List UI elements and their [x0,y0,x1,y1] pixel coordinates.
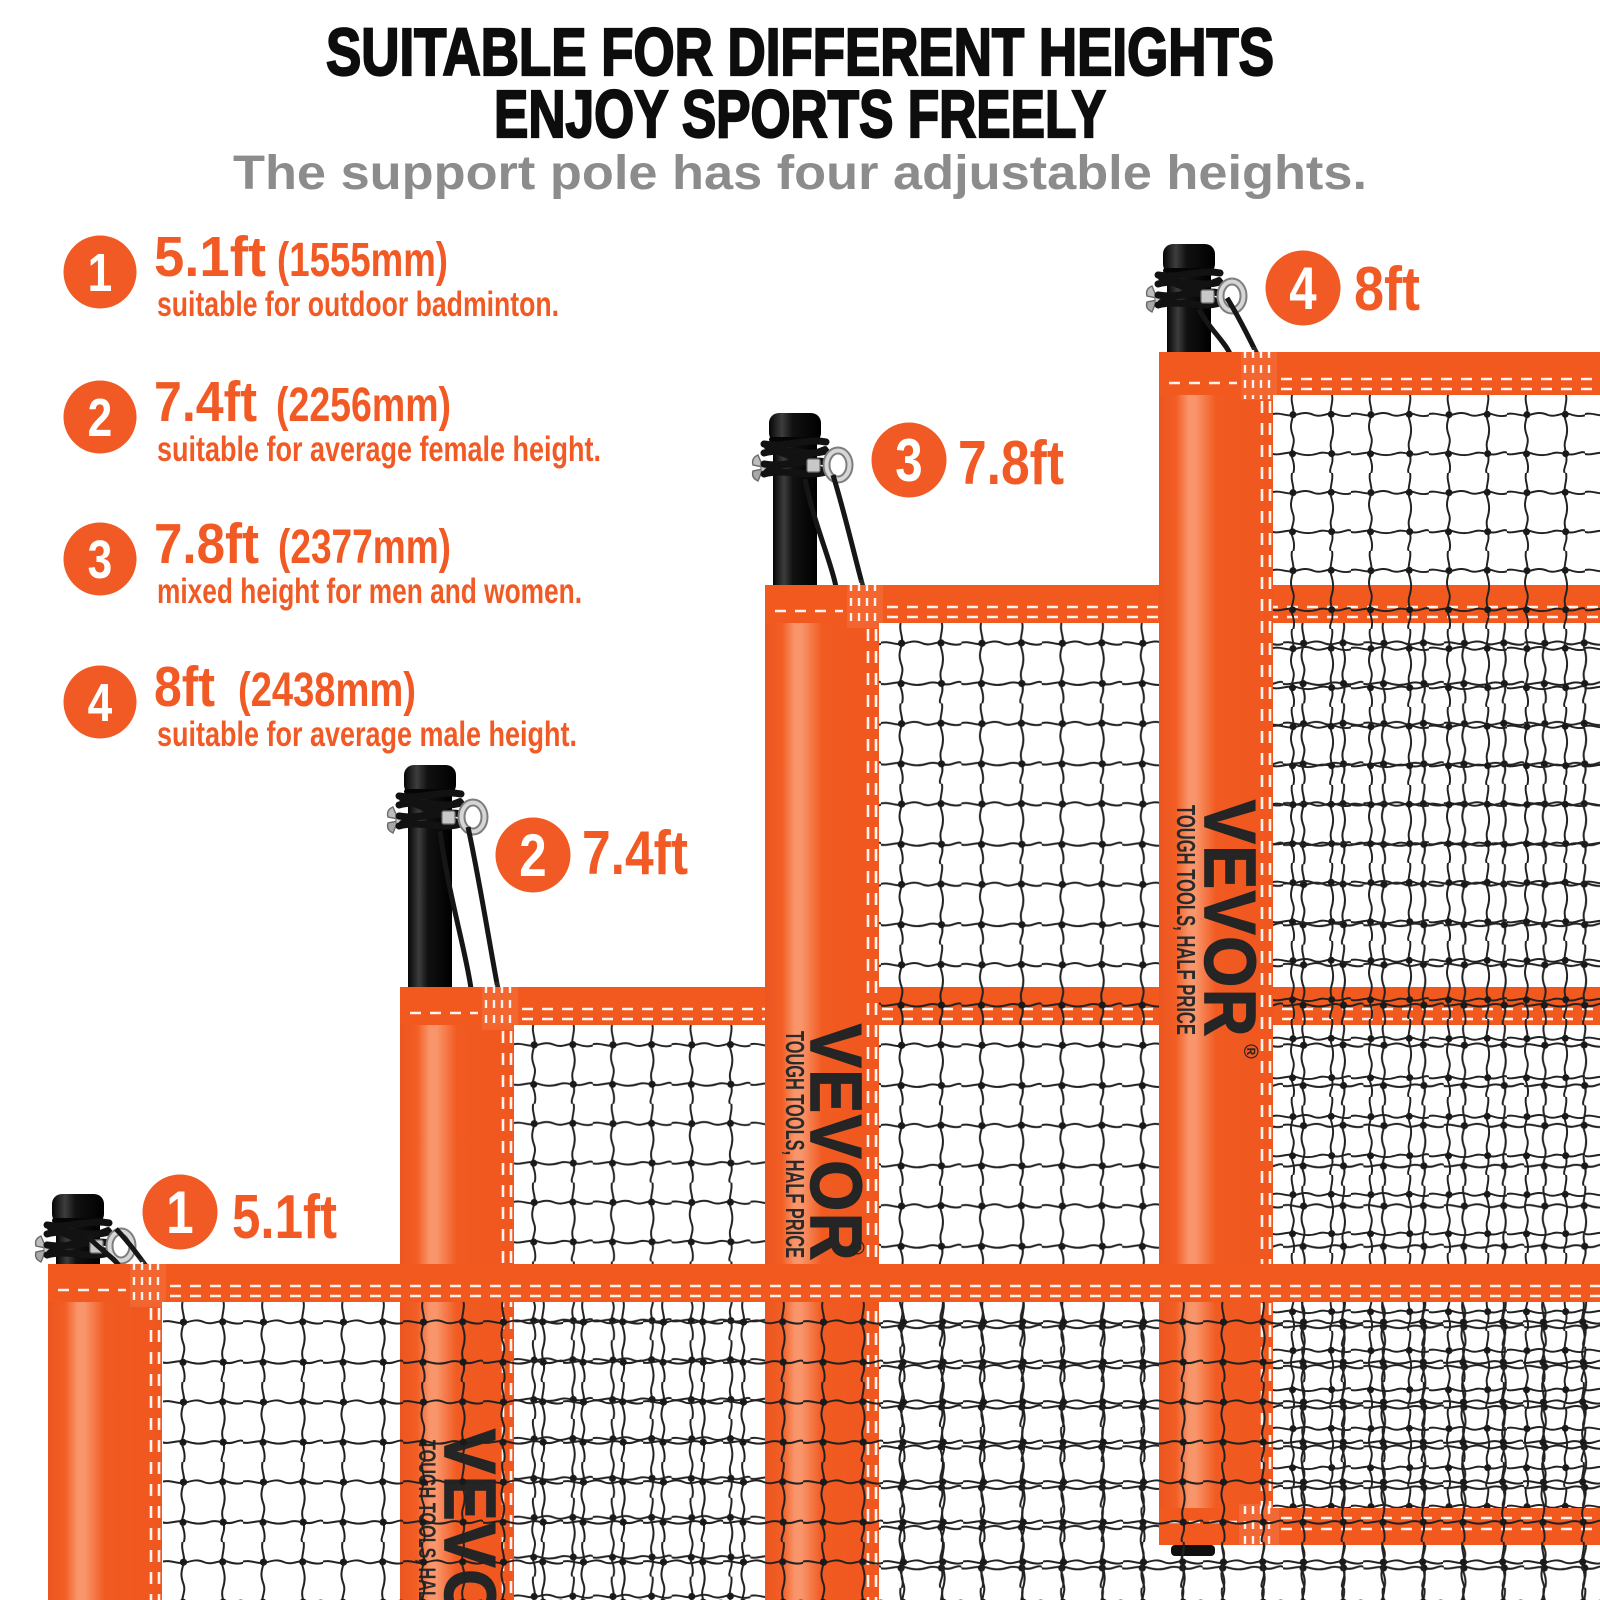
svg-text:8ft: 8ft [1354,255,1420,324]
svg-text:7.4ft: 7.4ft [154,370,257,434]
svg-text:2: 2 [88,388,113,448]
svg-text:3: 3 [88,530,113,590]
svg-text:The support pole has four adju: The support pole has four adjustable hei… [233,147,1367,200]
svg-text:ENJOY SPORTS FREELY: ENJOY SPORTS FREELY [494,77,1106,152]
svg-text:SUITABLE FOR DIFFERENT HEIGHTS: SUITABLE FOR DIFFERENT HEIGHTS [326,15,1274,90]
svg-text:suitable for average female he: suitable for average female height. [157,430,601,469]
svg-text:(2377mm): (2377mm) [278,521,451,574]
svg-text:(1555mm): (1555mm) [277,234,448,287]
svg-text:1: 1 [88,243,113,303]
svg-text:®: ® [1239,1044,1261,1059]
svg-text:TOUGH TOOLS, HALF PRICE: TOUGH TOOLS, HALF PRICE [780,1031,810,1258]
svg-text:(2256mm): (2256mm) [276,379,451,432]
svg-text:suitable for average male heig: suitable for average male height. [157,715,577,754]
svg-text:suitable for outdoor badminton: suitable for outdoor badminton. [157,285,559,324]
svg-text:4: 4 [1289,254,1317,322]
svg-text:TOUGH TOOLS, HALF PRICE: TOUGH TOOLS, HALF PRICE [1171,805,1201,1035]
svg-text:8ft: 8ft [154,655,215,719]
svg-text:VEVOR: VEVOR [1189,800,1269,1038]
svg-text:7.8ft: 7.8ft [154,512,259,576]
svg-text:mixed height for men and women: mixed height for men and women. [157,572,582,611]
svg-text:4: 4 [88,673,113,733]
svg-text:5.1ft: 5.1ft [232,1183,337,1252]
svg-text:7.8ft: 7.8ft [958,429,1064,498]
svg-text:®: ® [845,1240,867,1255]
svg-text:1: 1 [166,1178,193,1246]
svg-text:5.1ft: 5.1ft [154,225,266,289]
svg-text:(2438mm): (2438mm) [238,664,416,717]
svg-text:3: 3 [895,426,922,494]
svg-text:VEVOR: VEVOR [795,1024,875,1262]
svg-text:2: 2 [519,821,546,889]
svg-text:7.4ft: 7.4ft [582,819,688,888]
